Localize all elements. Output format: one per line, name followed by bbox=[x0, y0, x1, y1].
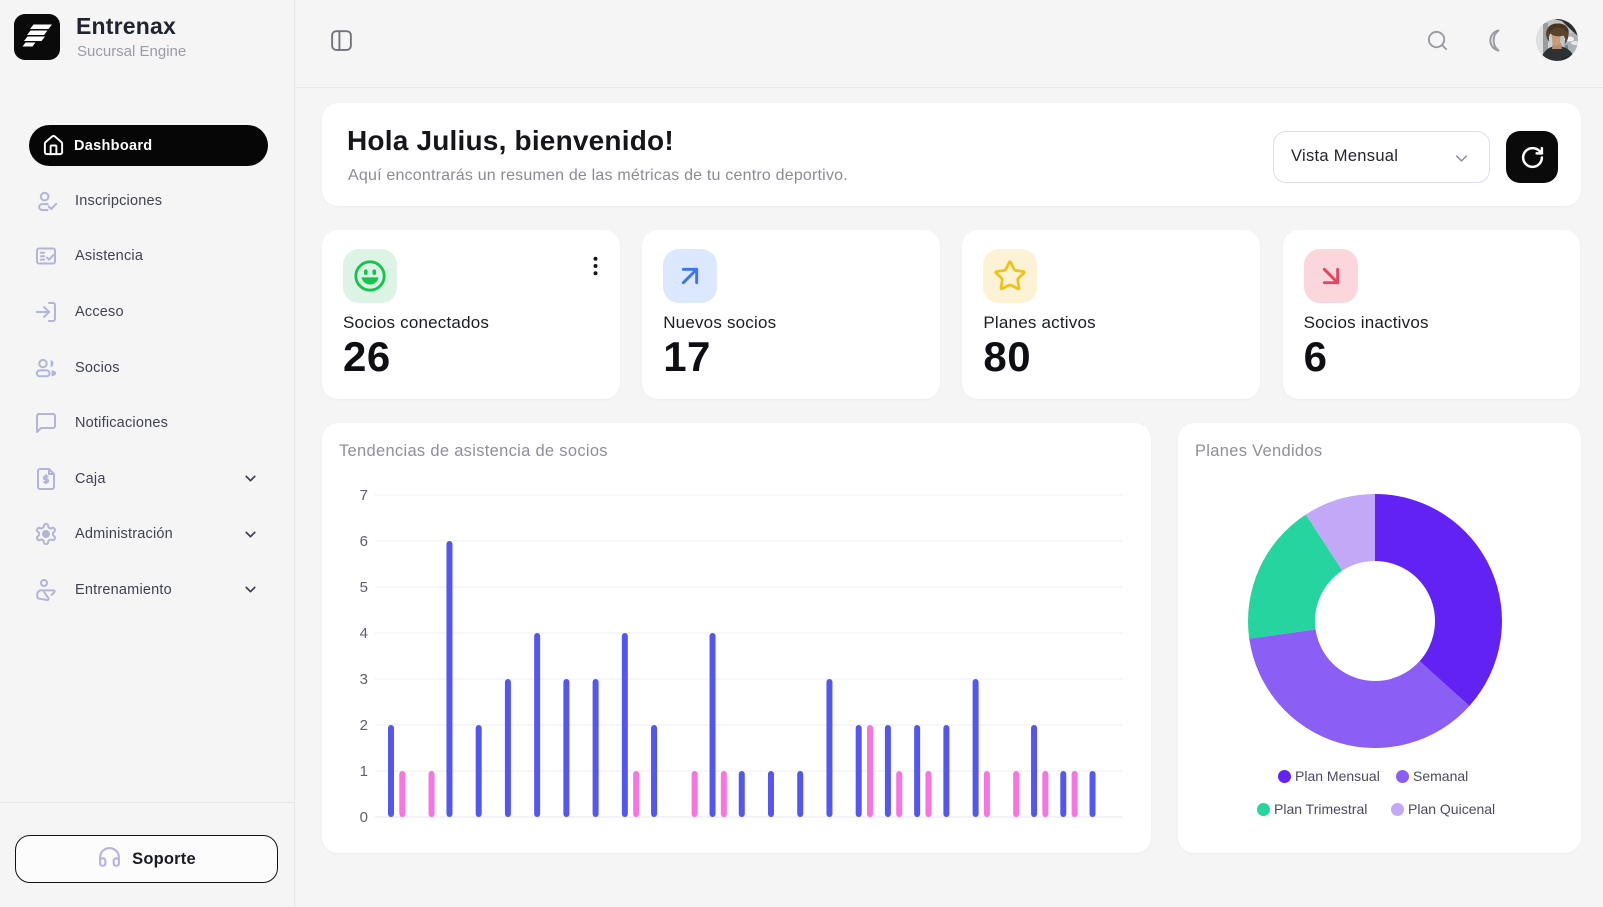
svg-text:7: 7 bbox=[360, 487, 368, 504]
svg-text:0: 0 bbox=[360, 809, 368, 826]
svg-text:2: 2 bbox=[360, 717, 368, 734]
svg-text:5: 5 bbox=[360, 579, 368, 596]
svg-text:4: 4 bbox=[360, 625, 368, 642]
svg-text:3: 3 bbox=[360, 671, 368, 688]
svg-text:1: 1 bbox=[360, 763, 368, 780]
svg-text:6: 6 bbox=[360, 533, 368, 550]
